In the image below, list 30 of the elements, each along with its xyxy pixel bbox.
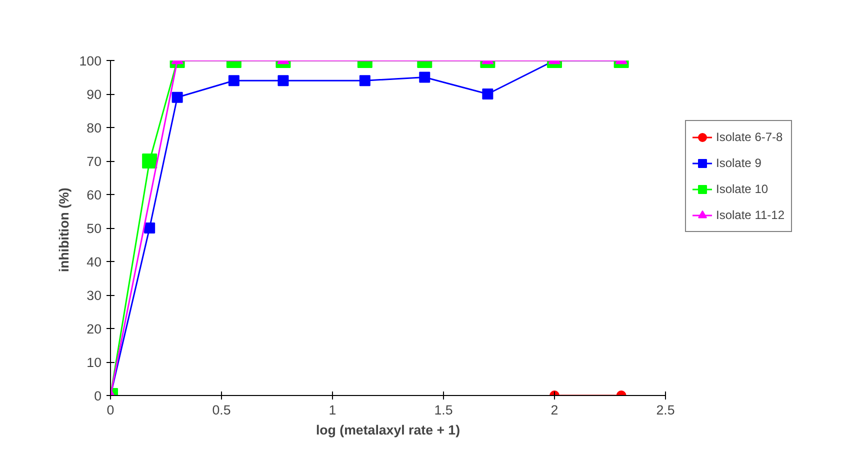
point [172,92,183,103]
x-tick-label: 2.5 [656,402,675,418]
x-tick-label: 0.5 [212,402,231,418]
legend-label: Isolate 6-7-8 [716,130,783,144]
y-tick-label: 90 [86,87,102,102]
y-tick-label: 20 [86,322,102,336]
point [482,88,494,100]
y-tick-label: 60 [86,188,102,202]
point [228,75,240,86]
y-tick-label: 40 [86,254,102,270]
point [419,72,430,83]
x-axis-title: log (metalaxyl rate + 1) [316,422,460,438]
x-tick-label: 1 [328,402,336,418]
point [359,75,370,86]
y-tick-label: 50 [86,221,102,236]
y-axis-title: inhibition (%) [56,188,72,272]
x-tick-label: 1.5 [434,402,453,418]
legend-label: Isolate 11-12 [716,208,784,222]
y-tick-label: 80 [86,120,102,136]
y-tick-label: 30 [86,288,102,303]
point [278,75,289,86]
point [144,222,156,234]
y-tick-label: 10 [86,355,102,370]
y-tick-label: 70 [86,154,102,169]
x-tick-label: 0 [106,402,114,418]
legend-label: Isolate 9 [716,156,762,170]
x-tick-label: 2 [550,402,558,418]
legend-label: Isolate 10 [716,182,768,196]
y-tick-label: 100 [79,54,102,68]
y-tick-label: 0 [94,388,102,404]
